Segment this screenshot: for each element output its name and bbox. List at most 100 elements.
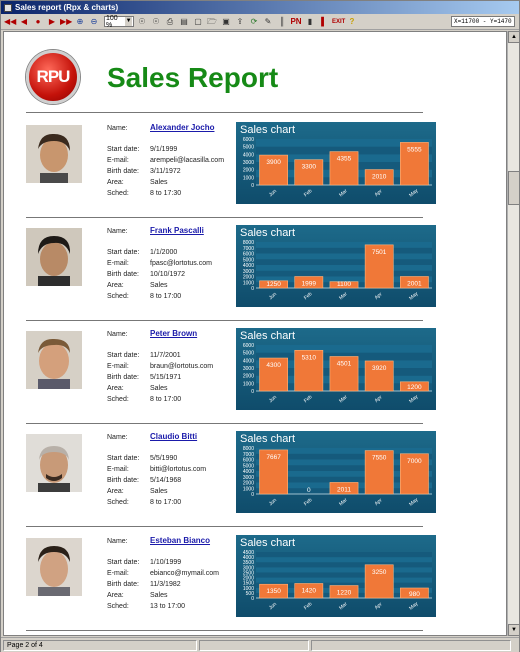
scroll-down-icon[interactable]: ▼ [508, 624, 520, 636]
bar-value-label: 1100 [337, 281, 351, 288]
report-page: RPU Sales Report Name: Alexander Jocho S… [3, 31, 507, 636]
y-tick-label: 6000 [243, 252, 254, 258]
chart-bar [294, 583, 324, 599]
zoom-in-icon[interactable]: ⊕ [76, 16, 84, 26]
prev-page-icon[interactable]: ◀ [20, 16, 28, 26]
y-tick-label: 8000 [243, 240, 254, 246]
y-tick-label: 5000 [243, 463, 254, 469]
sales-chart: 0 1000 2000 3000 4000 5000 6000 4300 Jun 5310 Feb 4… [236, 328, 436, 410]
category-label: Apr [374, 291, 384, 301]
chart-icon[interactable]: ▌ [321, 16, 327, 26]
name-label: Name: [107, 538, 128, 545]
chart-bar [364, 169, 394, 186]
email-label: E-mail: [107, 363, 129, 370]
divider [26, 526, 423, 527]
category-label: Apr [374, 394, 384, 404]
chart-title: Sales chart [240, 227, 296, 239]
exit-icon[interactable]: EXIT [332, 18, 346, 25]
stop-icon[interactable]: ● [35, 16, 41, 26]
grid-band [256, 247, 432, 254]
category-label: Jun [268, 394, 278, 404]
last-page-icon[interactable]: ▶▶ [60, 16, 73, 26]
chart-bar [364, 564, 394, 599]
export-icon[interactable]: ⇪ [236, 16, 244, 26]
print-icon[interactable]: ⎙ [166, 16, 174, 26]
area-value: Sales [150, 179, 168, 186]
bars-icon[interactable]: ▮ [307, 16, 313, 26]
birth-date-label: Birth date: [107, 168, 139, 175]
area-value: Sales [150, 282, 168, 289]
grid-band [256, 582, 432, 588]
scroll-thumb[interactable] [508, 171, 520, 205]
chart-bar [259, 154, 288, 186]
find-next-icon[interactable]: ☉ [152, 16, 160, 26]
category-label: Jun [268, 188, 278, 198]
employee-name-link[interactable]: Claudio Bitti [150, 432, 198, 441]
birth-date-value: 3/11/1972 [150, 168, 181, 175]
y-tick-label: 1000 [243, 586, 254, 592]
pn-icon[interactable]: PN [290, 16, 302, 26]
y-tick-label: 3000 [243, 565, 254, 571]
save-icon[interactable]: ▣ [222, 16, 230, 26]
employee-record: Name: Claudio Bitti Start date: 5/5/1990… [4, 426, 506, 530]
next-page-icon[interactable]: ▶ [48, 16, 56, 26]
birth-date-value: 11/3/1982 [150, 581, 181, 588]
bar-value-label: 1350 [266, 588, 281, 595]
page-setup-icon[interactable]: ▢ [194, 16, 202, 26]
employee-name-link[interactable]: Esteban Bianco [150, 536, 211, 545]
chart-title: Sales chart [240, 433, 296, 445]
birth-date-label: Birth date: [107, 477, 139, 484]
category-label: May [408, 497, 419, 508]
first-page-icon[interactable]: ◀◀ [4, 16, 17, 26]
y-tick-label: 4000 [243, 263, 254, 269]
employee-name-link[interactable]: Frank Pascalli [150, 226, 204, 235]
open-icon[interactable]: 🗁 [207, 16, 217, 26]
chart-bar [400, 142, 429, 186]
chart-bar [259, 357, 288, 392]
chart-title: Sales chart [240, 330, 296, 342]
grid-band [256, 552, 432, 558]
chart-bar [400, 276, 429, 289]
help-icon[interactable]: ? [349, 16, 355, 26]
columns-icon[interactable]: ║ [279, 16, 285, 26]
birth-date-label: Birth date: [107, 581, 139, 588]
employee-name-link[interactable]: Peter Brown [150, 329, 198, 338]
y-tick-label: 4000 [243, 358, 254, 364]
email-value: arempeli@lacasilla.com [150, 157, 225, 164]
refresh-icon[interactable]: ⟳ [250, 16, 258, 26]
employee-name-link[interactable]: Alexander Jocho [150, 123, 215, 132]
chart-bar [329, 482, 359, 495]
y-tick-label: 2000 [243, 481, 254, 487]
pen-icon[interactable]: ✎ [264, 16, 272, 26]
zoom-select[interactable]: 100 % ▼ [104, 15, 134, 29]
area-value: Sales [150, 488, 168, 495]
chart-bar [329, 281, 359, 289]
find-icon[interactable]: ☉ [138, 16, 146, 26]
bar-value-label: 4355 [337, 156, 352, 163]
sched-label: Sched: [107, 190, 129, 197]
grid-band [256, 259, 432, 265]
grid-band [256, 242, 432, 248]
scroll-up-icon[interactable]: ▲ [508, 31, 520, 43]
y-tick-label: 1500 [243, 581, 254, 587]
y-tick-label: 2000 [243, 576, 254, 582]
chart-bar [259, 449, 288, 495]
start-date-label: Start date: [107, 455, 140, 462]
printer-setup-icon[interactable]: ▤ [180, 16, 188, 26]
category-label: Feb [303, 188, 314, 198]
vertical-scrollbar[interactable]: ▲ ▼ [507, 31, 520, 636]
category-label: Mar [338, 601, 349, 611]
birth-date-label: Birth date: [107, 374, 139, 381]
zoom-out-icon[interactable]: ⊖ [90, 16, 98, 26]
sales-chart: 0 1000 2000 3000 4000 5000 6000 7000 8000 1250 Jun… [236, 225, 436, 307]
category-label: Jun [268, 291, 278, 301]
page-indicator: Page 2 of 4 [3, 639, 197, 651]
bar-value-label: 1420 [302, 587, 317, 594]
y-tick-label: 0 [251, 286, 254, 292]
start-date-value: 11/7/2001 [150, 352, 181, 359]
bar-value-label: 5555 [407, 146, 422, 153]
grid-band [256, 265, 432, 271]
